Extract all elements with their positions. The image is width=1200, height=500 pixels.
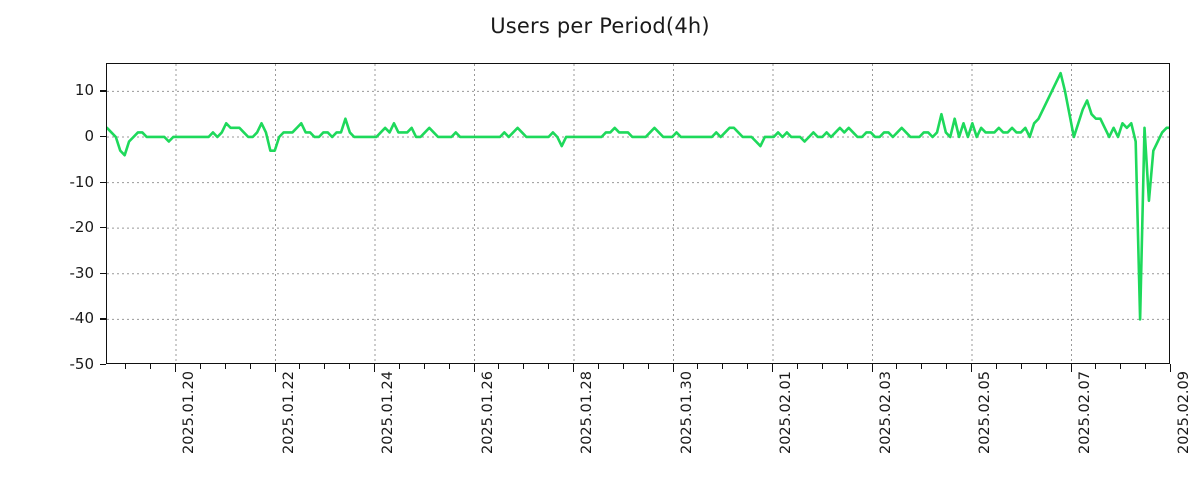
y-axis-tick [100, 318, 106, 320]
x-axis-tick-minor [896, 364, 898, 369]
x-axis-tick-minor [324, 364, 326, 369]
y-axis-tick [100, 364, 106, 366]
chart-title: Users per Period(4h) [490, 14, 710, 38]
x-axis-tick-major [374, 364, 376, 372]
x-axis-tick-minor [622, 364, 624, 369]
x-axis-tick-major [473, 364, 475, 372]
x-axis-tick-minor [747, 364, 749, 369]
x-tick-label: 2025.01.22 [280, 371, 297, 455]
y-tick-label: 10 [74, 81, 94, 100]
data-series-line [107, 71, 1169, 321]
y-tick-label: -30 [69, 263, 95, 282]
x-axis-tick-minor [249, 364, 251, 369]
grid-lines [107, 64, 1169, 363]
y-tick-label: -20 [69, 218, 95, 237]
x-axis-tick-minor [448, 364, 450, 369]
y-axis-tick [100, 181, 106, 183]
x-axis-tick-minor [523, 364, 525, 369]
x-axis-tick-major [1070, 364, 1072, 372]
y-tick-label: -10 [69, 172, 95, 191]
x-axis-tick-minor [398, 364, 400, 369]
x-axis-tick-major [971, 364, 973, 372]
x-axis-tick-minor [498, 364, 500, 369]
x-axis-tick-minor [1020, 364, 1022, 369]
x-axis-tick-minor [995, 364, 997, 369]
x-axis-tick-minor [1095, 364, 1097, 369]
x-axis-tick-minor [921, 364, 923, 369]
x-axis-tick-minor [697, 364, 699, 369]
y-tick-label: -50 [69, 355, 95, 373]
x-axis-tick-minor [423, 364, 425, 369]
plot-area [106, 63, 1170, 364]
x-axis-tick-minor [150, 364, 152, 369]
x-axis-tick-major [175, 364, 177, 372]
x-axis-tick-minor [821, 364, 823, 369]
x-tick-label: 2025.01.26 [479, 371, 496, 455]
x-axis-tick-minor [722, 364, 724, 369]
x-axis-tick-minor [349, 364, 351, 369]
x-axis-tick-minor [1120, 364, 1122, 369]
x-axis-tick-major [772, 364, 774, 372]
x-tick-label: 2025.01.24 [380, 371, 396, 455]
x-tick-label: 2025.02.09 [1176, 371, 1192, 455]
y-axis-tick [100, 272, 106, 275]
x-tick-label: 2025.01.30 [678, 371, 695, 455]
y-tick-label: 0 [84, 126, 94, 145]
series-line-users-per-period [107, 64, 1169, 363]
x-axis-tick-major [573, 364, 575, 372]
y-axis-tick [100, 90, 106, 92]
data-line-group [107, 71, 1169, 321]
x-axis-tick-minor [796, 364, 798, 369]
x-axis-tick-minor [299, 364, 301, 369]
y-axis-tick [100, 227, 106, 229]
x-tick-label: 2025.02.07 [1076, 371, 1093, 455]
x-axis-tick-minor [1045, 364, 1047, 369]
x-axis-tick-minor [125, 364, 127, 369]
x-tick-label: 2025.01.20 [181, 371, 197, 455]
x-axis-tick-major [672, 364, 674, 372]
x-axis-tick-minor [647, 364, 649, 369]
x-axis-tick-minor [846, 364, 848, 369]
y-tick-label: -40 [69, 309, 95, 328]
x-axis-tick-minor [1145, 364, 1147, 369]
y-axis-tick [100, 135, 106, 138]
x-tick-label: 2025.01.28 [579, 371, 595, 455]
x-tick-label: 2025.02.03 [877, 371, 894, 455]
x-axis-tick-minor [224, 364, 226, 369]
x-axis-tick-minor [946, 364, 948, 369]
x-axis-tick-minor [548, 364, 550, 369]
x-axis-tick-minor [199, 364, 201, 369]
x-axis-tick-major [274, 364, 276, 372]
x-tick-label: 2025.02.01 [778, 371, 794, 455]
x-axis-tick-major [1170, 364, 1172, 372]
x-axis-tick-minor [597, 364, 599, 369]
x-axis-tick-major [871, 364, 873, 372]
x-tick-label: 2025.02.05 [977, 371, 993, 455]
